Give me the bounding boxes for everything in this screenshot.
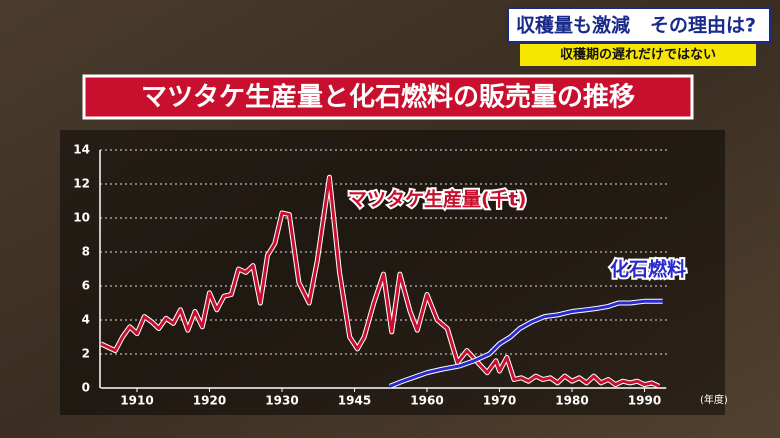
legend-label: 化石燃料 bbox=[610, 258, 686, 281]
x-tick-label: 1930 bbox=[265, 394, 298, 408]
x-tick-label: 1970 bbox=[483, 394, 516, 408]
x-tick-label: 1960 bbox=[410, 394, 443, 408]
series-line bbox=[389, 299, 663, 388]
title-box bbox=[82, 74, 694, 120]
y-tick-label: 6 bbox=[82, 279, 90, 293]
x-unit: (年度) bbox=[700, 393, 728, 406]
x-tick-label: 1980 bbox=[555, 394, 588, 408]
y-tick-label: 4 bbox=[82, 313, 90, 327]
chart-title: マツタケ生産量と化石燃料の販売量の推移 bbox=[141, 82, 635, 113]
series-line bbox=[100, 175, 660, 388]
y-tick-label: 0 bbox=[82, 381, 90, 395]
y-tick-label: 10 bbox=[73, 211, 90, 225]
y-tick-label: 12 bbox=[73, 177, 90, 191]
y-tick-label: 2 bbox=[82, 347, 90, 361]
x-tick-label: 1920 bbox=[193, 394, 226, 408]
y-tick-label: 14 bbox=[73, 143, 90, 157]
x-tick-label: 1990 bbox=[628, 394, 661, 408]
headline: 収穫量も激減 bbox=[516, 14, 630, 37]
headline-box bbox=[507, 7, 771, 43]
subline-box bbox=[520, 44, 756, 66]
x-tick-label: 1910 bbox=[120, 394, 153, 408]
legend-label: マツタケ生産量(千t) bbox=[348, 188, 526, 211]
x-tick-label: 1945 bbox=[338, 394, 371, 408]
subline: 収穫期の遅れだけではない bbox=[560, 47, 716, 63]
chart-panel bbox=[60, 130, 725, 415]
headline-question: その理由は? bbox=[650, 14, 756, 37]
y-tick-label: 8 bbox=[82, 245, 90, 259]
